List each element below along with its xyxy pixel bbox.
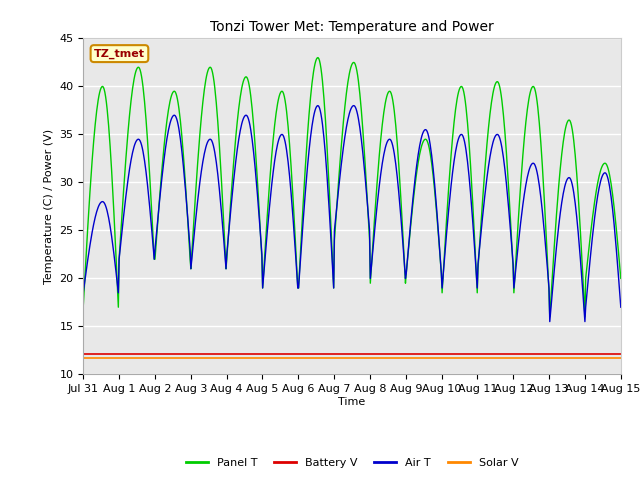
Solar V xyxy=(145,355,152,361)
Solar V xyxy=(227,355,235,361)
Panel T xyxy=(617,276,625,281)
Air T xyxy=(350,103,358,108)
Solar V xyxy=(433,355,441,361)
Title: Tonzi Tower Met: Temperature and Power: Tonzi Tower Met: Temperature and Power xyxy=(210,21,494,35)
Line: Air T: Air T xyxy=(83,106,621,322)
Panel T xyxy=(418,142,426,148)
Air T xyxy=(227,202,235,208)
Solar V xyxy=(199,355,207,361)
Solar V xyxy=(79,355,87,361)
Air T xyxy=(89,225,97,231)
Panel T xyxy=(314,55,322,60)
Panel T xyxy=(199,99,207,105)
Battery V xyxy=(89,351,97,357)
Solar V xyxy=(89,355,97,361)
Air T xyxy=(79,290,87,296)
Panel T xyxy=(546,314,554,320)
Text: TZ_tmet: TZ_tmet xyxy=(94,48,145,59)
Solar V xyxy=(617,355,625,361)
Battery V xyxy=(227,351,235,357)
Panel T xyxy=(79,304,87,310)
Panel T xyxy=(227,192,235,197)
Solar V xyxy=(417,355,425,361)
Panel T xyxy=(434,222,442,228)
Line: Panel T: Panel T xyxy=(83,58,621,317)
Air T xyxy=(199,159,207,165)
Air T xyxy=(434,218,442,224)
Battery V xyxy=(79,351,87,357)
Panel T xyxy=(89,147,97,153)
Battery V xyxy=(199,351,207,357)
Battery V xyxy=(433,351,441,357)
Battery V xyxy=(417,351,425,357)
Panel T xyxy=(145,149,152,155)
Air T xyxy=(546,319,554,324)
Y-axis label: Temperature (C) / Power (V): Temperature (C) / Power (V) xyxy=(44,129,54,284)
Battery V xyxy=(145,351,152,357)
Air T xyxy=(145,189,152,195)
X-axis label: Time: Time xyxy=(339,397,365,407)
Air T xyxy=(617,304,625,310)
Battery V xyxy=(617,351,625,357)
Air T xyxy=(418,133,426,139)
Legend: Panel T, Battery V, Air T, Solar V: Panel T, Battery V, Air T, Solar V xyxy=(181,454,523,473)
